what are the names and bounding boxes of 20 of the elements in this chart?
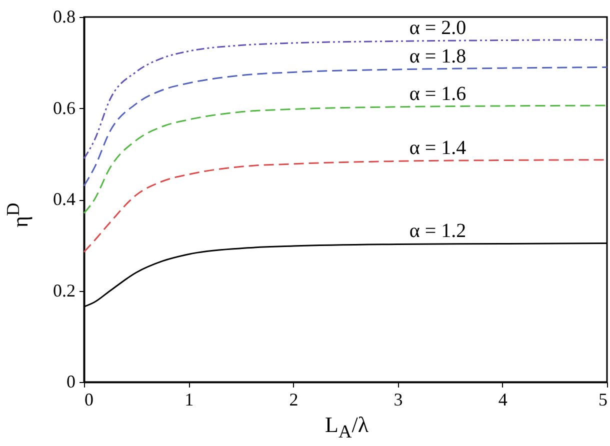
x-axis-title: L$_{A}$/λ	[325, 412, 368, 442]
x-tick-label: 4	[498, 390, 508, 410]
series-label: α = 1.2	[409, 220, 466, 242]
line-series	[83, 66, 608, 187]
series-label: α = 1.4	[409, 137, 466, 160]
line-series	[83, 104, 608, 214]
series-label: α = 1.8	[409, 45, 466, 68]
series-label: α = 1.6	[409, 82, 466, 105]
x-tick-label: 2	[289, 390, 298, 410]
y-tick-label: 0.4	[53, 189, 76, 209]
x-tick-label: 0	[84, 390, 94, 410]
y-tick-label: 0.8	[53, 6, 76, 26]
x-tick-label: 1	[184, 390, 194, 410]
y-tick-label: 0.6	[53, 98, 76, 118]
series-label: α = 2.0	[409, 17, 466, 40]
y-tick-label: 0	[66, 372, 76, 392]
x-tick-label: 5	[598, 390, 608, 410]
x-tick-label: 3	[394, 390, 403, 410]
line-series	[83, 39, 608, 160]
y-tick-label: 0.2	[53, 280, 76, 300]
